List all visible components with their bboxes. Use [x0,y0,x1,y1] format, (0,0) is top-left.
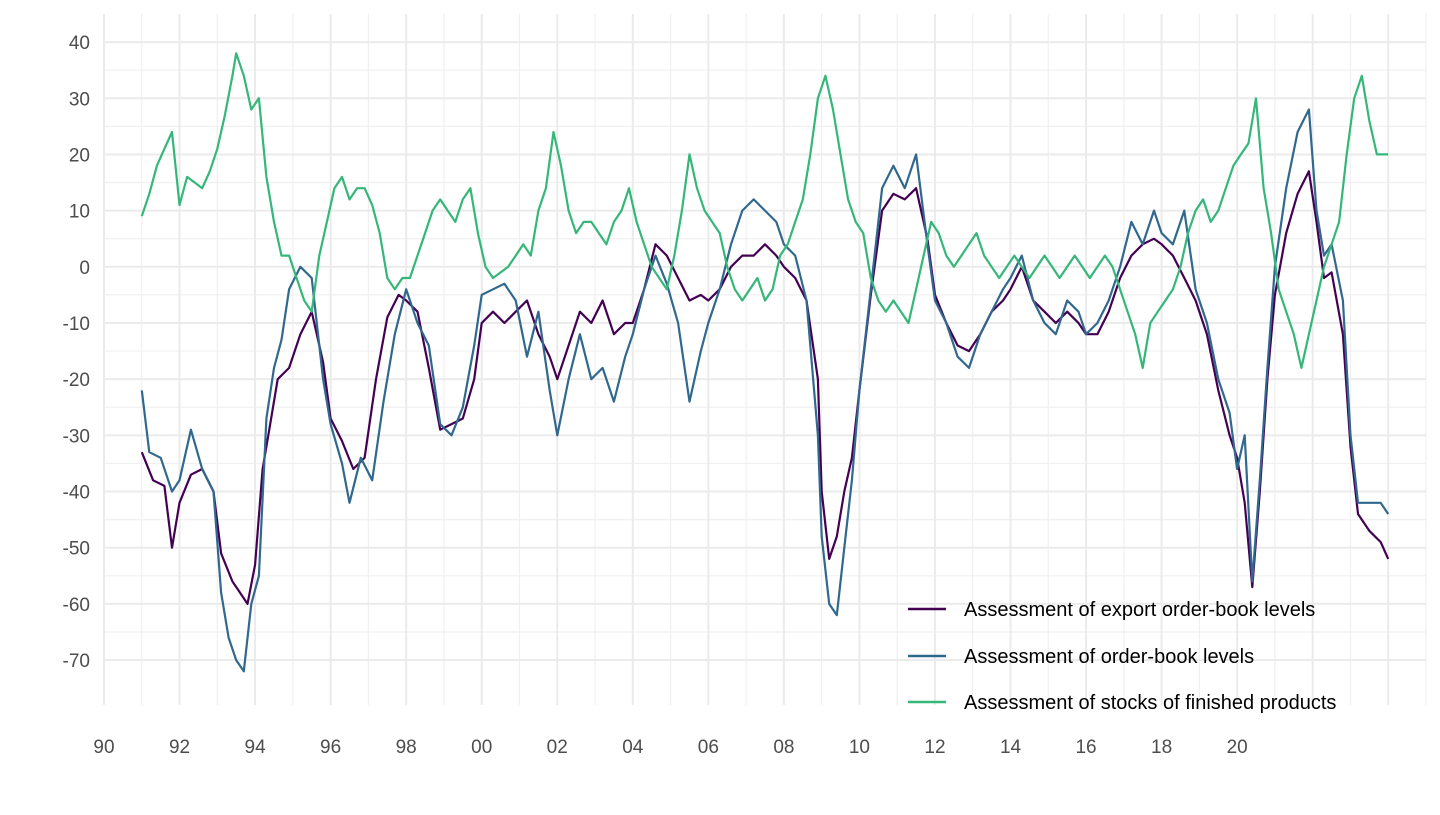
y-tick-label: -20 [63,370,90,391]
x-tick-label: 12 [924,737,945,758]
x-tick-label: 04 [622,737,644,758]
y-tick-label: -40 [63,483,90,504]
legend-label-3: Assessment of stocks of finished product… [964,692,1336,714]
x-tick-label: 96 [320,737,341,758]
y-tick-label: -10 [63,314,90,335]
x-tick-label: 10 [849,737,870,758]
x-tick-label: 14 [1000,737,1022,758]
x-tick-label: 20 [1227,737,1248,758]
x-tick-label: 18 [1151,737,1172,758]
y-tick-label: 40 [69,33,90,54]
series-line-1 [140,170,1390,605]
y-tick-label: 10 [69,202,90,223]
legend: Assessment of export order-book levels As… [908,599,1336,714]
y-tick-label: -30 [63,426,90,447]
x-tick-label: 92 [169,737,190,758]
x-axis: 90 92 94 96 98 00 02 04 06 08 10 12 14 16 18 20 [93,737,1247,758]
x-tick-label: 00 [471,737,492,758]
y-tick-label: 0 [79,258,90,279]
y-tick-label: 20 [69,145,90,166]
series-layer [140,52,1390,673]
y-tick-label: -50 [63,539,90,560]
x-tick-label: 90 [93,737,114,758]
y-tick-label: -60 [63,595,90,616]
legend-label-2: Assessment of order-book levels [964,646,1254,668]
series-line-2 [140,108,1390,673]
x-tick-label: 98 [396,737,417,758]
y-tick-label: 30 [69,89,90,110]
x-tick-label: 08 [773,737,794,758]
series-line-3 [140,52,1389,369]
legend-label-1: Assessment of export order-book levels [964,599,1315,621]
x-tick-label: 16 [1075,737,1096,758]
y-tick-label: -70 [63,651,90,672]
y-axis: 40 30 20 10 0 -10 -20 -30 -40 -50 -60 -70 [63,33,90,672]
x-tick-label: 02 [547,737,568,758]
x-tick-label: 06 [698,737,719,758]
grid-major [103,14,1426,705]
x-tick-label: 94 [245,737,267,758]
